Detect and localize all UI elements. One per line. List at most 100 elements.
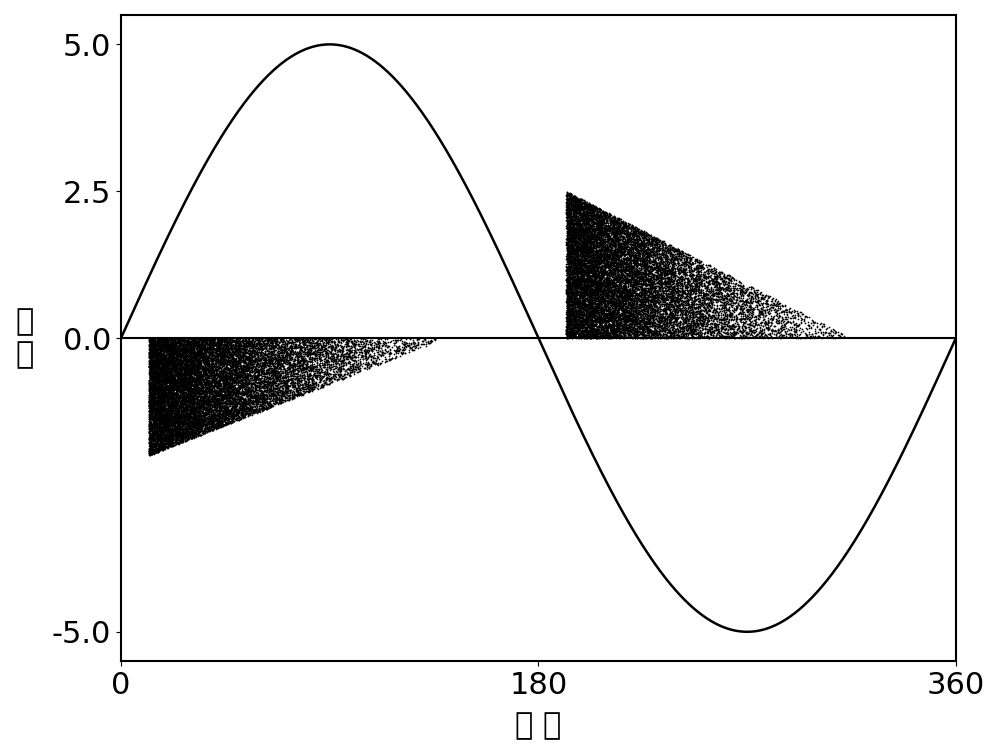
Point xyxy=(591,243,607,255)
Point xyxy=(576,330,592,342)
Point xyxy=(155,395,171,407)
Point xyxy=(583,286,599,298)
Point xyxy=(301,341,317,353)
Point xyxy=(249,368,265,381)
Point xyxy=(196,334,212,346)
Point xyxy=(562,215,578,227)
Point xyxy=(207,378,223,390)
Point xyxy=(173,368,189,381)
Point xyxy=(199,397,215,409)
Point xyxy=(335,372,351,384)
Point xyxy=(185,358,201,370)
Point xyxy=(180,390,196,402)
Point xyxy=(597,225,613,237)
Point xyxy=(167,388,183,400)
Point xyxy=(297,378,313,390)
Point xyxy=(182,387,198,399)
Point xyxy=(623,263,639,275)
Point xyxy=(681,326,697,338)
Point xyxy=(560,309,576,321)
Point xyxy=(174,424,190,436)
Point xyxy=(323,376,339,388)
Point xyxy=(157,372,173,384)
Point xyxy=(666,300,682,312)
Point xyxy=(576,224,592,236)
Point xyxy=(171,372,187,384)
Point xyxy=(783,307,799,319)
Point xyxy=(685,284,701,296)
Point xyxy=(589,325,605,337)
Point xyxy=(167,436,183,448)
Point xyxy=(639,305,655,317)
Point xyxy=(629,223,645,236)
Point xyxy=(290,380,306,392)
Point xyxy=(687,324,703,336)
Point xyxy=(232,367,248,379)
Point xyxy=(189,342,205,354)
Point xyxy=(561,223,577,235)
Point xyxy=(150,373,166,385)
Point xyxy=(150,359,166,371)
Point xyxy=(561,271,577,283)
Point xyxy=(731,299,747,311)
Point xyxy=(273,333,289,345)
Point xyxy=(223,403,239,415)
Point xyxy=(215,380,231,392)
Point xyxy=(568,294,584,307)
Point xyxy=(186,384,202,396)
Point xyxy=(607,304,623,316)
Point xyxy=(644,291,660,304)
Point xyxy=(559,326,575,338)
Point xyxy=(297,352,313,364)
Point xyxy=(259,357,275,369)
Point xyxy=(149,386,165,398)
Point xyxy=(719,288,735,300)
Point xyxy=(717,285,733,297)
Point xyxy=(563,254,579,267)
Point xyxy=(597,321,613,333)
Point xyxy=(629,331,645,344)
Point xyxy=(602,260,618,272)
Point xyxy=(605,253,621,265)
Point xyxy=(572,304,588,316)
Point xyxy=(190,396,206,408)
Point xyxy=(265,349,281,361)
Point xyxy=(583,227,599,239)
Point xyxy=(630,276,646,288)
Point xyxy=(661,300,677,313)
Point xyxy=(358,353,374,365)
Point xyxy=(244,398,260,410)
Point xyxy=(593,204,609,216)
Point xyxy=(228,377,244,389)
Point xyxy=(678,268,694,280)
Point xyxy=(229,344,245,356)
Point xyxy=(652,317,668,329)
Point xyxy=(198,378,214,390)
Point xyxy=(677,284,693,296)
Point xyxy=(564,217,580,229)
Point xyxy=(630,313,646,325)
Point xyxy=(162,423,178,435)
Point xyxy=(212,390,228,402)
Point xyxy=(562,300,578,313)
Point xyxy=(623,261,639,273)
Point xyxy=(701,299,717,311)
Point xyxy=(694,280,710,292)
Point xyxy=(221,393,237,405)
Point xyxy=(599,242,615,254)
Point xyxy=(208,398,224,410)
Point xyxy=(668,252,684,264)
Point xyxy=(619,273,635,285)
Point xyxy=(186,427,202,439)
Point xyxy=(241,403,257,415)
Point xyxy=(649,270,665,282)
Point xyxy=(607,241,623,253)
Point xyxy=(589,288,605,300)
Point xyxy=(160,421,176,433)
Point xyxy=(564,291,580,304)
Point xyxy=(570,219,586,231)
Point xyxy=(227,368,243,381)
Point xyxy=(160,403,176,415)
Point xyxy=(153,402,169,414)
Point xyxy=(590,285,606,297)
